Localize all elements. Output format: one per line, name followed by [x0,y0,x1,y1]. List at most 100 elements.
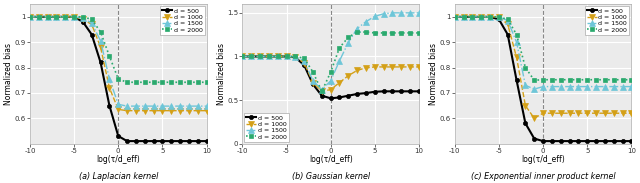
d = 1500 [380,13,387,15]
d = 1500 [592,85,600,88]
Line: d = 1000: d = 1000 [239,54,422,94]
d = 1000 [97,46,104,48]
d = 2000 [504,18,511,20]
d = 1000 [531,117,538,119]
d = 1500 [522,84,529,86]
d = 500 [132,140,140,142]
d = 2000 [176,81,184,83]
d = 500 [194,140,202,142]
d = 1000 [26,16,34,18]
d = 2000 [415,32,423,34]
d = 500 [115,135,122,137]
d = 1000 [575,112,582,114]
d = 2000 [451,16,459,18]
d = 1500 [26,16,34,18]
d = 2000 [70,16,78,18]
d = 500 [97,61,104,64]
d = 1000 [265,55,273,58]
d = 2000 [601,79,609,81]
d = 1500 [504,20,511,22]
Y-axis label: Normalized bias: Normalized bias [4,43,13,105]
d = 1000 [362,67,370,69]
d = 1000 [141,110,148,112]
d = 1000 [44,16,51,18]
d = 1000 [495,16,503,18]
d = 1500 [397,12,405,14]
d = 2000 [548,79,556,81]
d = 1000 [300,61,308,64]
d = 2000 [406,32,414,34]
d = 1000 [548,112,556,114]
d = 500 [477,16,485,18]
d = 1500 [79,17,87,19]
Line: d = 2000: d = 2000 [28,14,209,85]
d = 2000 [344,36,352,38]
d = 1500 [344,41,352,44]
d = 1000 [52,16,60,18]
d = 1500 [548,85,556,88]
d = 2000 [388,32,396,34]
d = 2000 [380,32,387,34]
d = 1000 [335,81,343,84]
d = 1000 [194,110,202,112]
d = 1500 [61,16,69,18]
d = 500 [380,90,387,92]
d = 1000 [132,110,140,112]
d = 2000 [486,16,494,18]
d = 2000 [248,55,255,58]
Line: d = 500: d = 500 [28,15,209,143]
d = 2000 [291,55,299,58]
d = 2000 [327,71,335,73]
d = 1000 [451,16,459,18]
d = 1000 [248,55,255,58]
d = 1000 [504,23,511,26]
d = 2000 [141,81,148,83]
d = 1500 [185,105,193,107]
d = 1500 [309,80,317,82]
d = 1500 [601,85,609,88]
d = 500 [239,55,246,58]
d = 500 [256,55,264,58]
d = 2000 [619,79,627,81]
d = 1000 [388,66,396,68]
d = 500 [291,56,299,58]
d = 2000 [335,47,343,49]
d = 1500 [124,105,131,107]
d = 500 [397,90,405,92]
d = 1000 [619,112,627,114]
d = 1000 [35,16,43,18]
d = 1000 [88,23,95,26]
d = 500 [460,16,467,18]
d = 1000 [274,55,282,58]
d = 1000 [627,112,635,114]
d = 1500 [513,41,520,43]
d = 1500 [371,15,379,17]
d = 500 [283,55,291,58]
Y-axis label: Normalized bias: Normalized bias [429,43,438,105]
d = 2000 [513,33,520,36]
d = 500 [575,140,582,142]
Text: (b) Gaussian kernel: (b) Gaussian kernel [292,172,370,181]
d = 1000 [397,66,405,68]
d = 500 [531,137,538,140]
d = 1500 [353,27,361,30]
d = 2000 [627,79,635,81]
Line: d = 1500: d = 1500 [239,10,422,92]
Legend: d = 500, d = 1000, d = 1500, d = 2000: d = 500, d = 1000, d = 1500, d = 2000 [585,6,630,35]
Line: d = 2000: d = 2000 [452,14,634,83]
d = 500 [415,90,423,92]
d = 1500 [627,85,635,88]
d = 500 [327,97,335,99]
d = 2000 [274,55,282,58]
d = 1000 [486,16,494,18]
d = 1000 [477,16,485,18]
d = 2000 [44,16,51,18]
d = 500 [274,55,282,58]
X-axis label: log(τ/d_eff): log(τ/d_eff) [521,155,565,164]
d = 500 [388,90,396,92]
d = 500 [124,140,131,142]
d = 2000 [132,81,140,83]
d = 1500 [575,85,582,88]
d = 2000 [150,81,157,83]
d = 2000 [88,18,95,20]
